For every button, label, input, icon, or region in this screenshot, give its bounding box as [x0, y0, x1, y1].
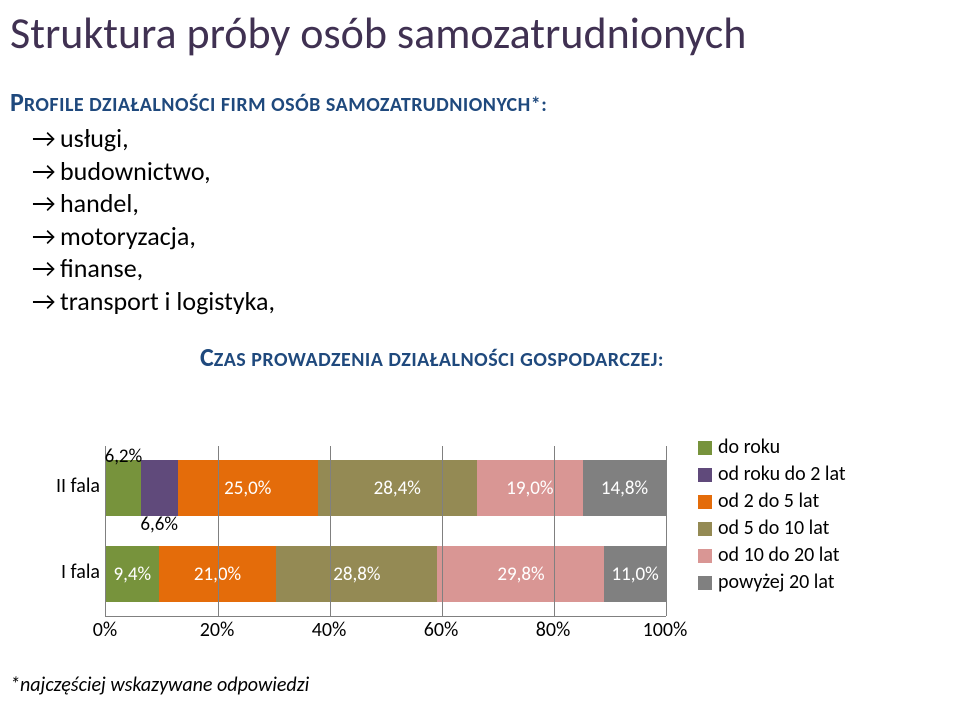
gridline [330, 446, 331, 616]
chart-heading-initial: C [200, 341, 214, 373]
bar-segment: 6,2% [106, 460, 141, 516]
profiles-heading: PROFILE DZIAŁALNOŚCI FIRM OSÓB SAMOZATRU… [10, 86, 959, 118]
legend-label: od 10 do 20 lat [718, 542, 839, 569]
list-item-label: finanse, [60, 252, 143, 284]
legend-label: od roku do 2 lat [718, 461, 846, 488]
list-item-label: motoryzacja, [60, 220, 196, 252]
x-axis-labels: 0%20%40%60%80%100% [105, 618, 665, 642]
gridline [666, 446, 667, 616]
legend-entry: od 2 do 5 lat [698, 488, 846, 515]
arrow-icon: → [32, 285, 60, 318]
bar-row-1: 9,4%21,0%28,8%29,8%11,0% [106, 546, 666, 602]
list-item: →motoryzacja, [60, 220, 959, 253]
bar-segment: 29,8% [437, 546, 604, 602]
legend-label: powyżej 20 lat [718, 569, 834, 596]
bar-row-0: 6,2%6,6% 25,0% 28,4% 19,0% 14,8% [106, 460, 666, 516]
legend: do rokuod roku do 2 latod 2 do 5 latod 5… [698, 434, 846, 596]
bar-value-label: 9,4% [114, 563, 152, 586]
category-label: II fala [10, 474, 100, 498]
bar-value-label: 6,6% [140, 513, 178, 536]
list-item: →finanse, [60, 252, 959, 285]
legend-swatch [698, 468, 712, 482]
arrow-icon: → [32, 187, 60, 220]
legend-swatch [698, 522, 712, 536]
bar-segment: 9,4% [106, 546, 159, 602]
gridline [554, 446, 555, 616]
plot-area: 6,2%6,6%25,0%28,4%19,0%14,8% 9,4%21,0%28… [105, 446, 666, 617]
list-item-label: transport i logistyka, [60, 285, 275, 317]
bar-value-label: 11,0% [612, 563, 659, 586]
bar-segment: 19,0% [477, 460, 583, 516]
x-tick-label: 80% [536, 618, 571, 642]
bar-segment: 28,8% [276, 546, 437, 602]
arrow-icon: → [32, 155, 60, 188]
bar-value-label: 14,8% [601, 477, 648, 500]
legend-swatch [698, 495, 712, 509]
bar-value-label: 28,4% [374, 477, 421, 500]
bar-value-label: 29,8% [497, 563, 544, 586]
legend-entry: od roku do 2 lat [698, 461, 846, 488]
gridline [218, 446, 219, 616]
bar-segment: 25,0% [178, 460, 318, 516]
x-tick-label: 60% [424, 618, 459, 642]
bar-segment: 28,4% [318, 460, 477, 516]
profiles-heading-rest: ROFILE DZIAŁALNOŚCI FIRM OSÓB SAMOZATRUD… [24, 93, 547, 117]
list-item-label: usługi, [60, 122, 129, 154]
bar-segment: 6,6% [141, 460, 178, 516]
list-item: →transport i logistyka, [60, 285, 959, 318]
legend-label: do roku [718, 434, 780, 461]
legend-label: od 2 do 5 lat [718, 488, 819, 515]
arrow-icon: → [32, 220, 60, 253]
legend-entry: do roku [698, 434, 846, 461]
x-tick-label: 40% [312, 618, 347, 642]
x-tick-label: 20% [200, 618, 235, 642]
category-label: I fala [10, 560, 100, 584]
list-item: →handel, [60, 187, 959, 220]
bar-segment: 11,0% [604, 546, 666, 602]
arrow-icon: → [32, 252, 60, 285]
legend-entry: od 5 do 10 lat [698, 515, 846, 542]
legend-swatch [698, 576, 712, 590]
profiles-list: →usługi, →budownictwo, →handel, →motoryz… [60, 122, 959, 317]
chart-heading-rest: ZAS PROWADZENIA DZIAŁALNOŚCI GOSPODARCZE… [214, 348, 664, 372]
arrow-icon: → [32, 122, 60, 155]
legend-entry: od 10 do 20 lat [698, 542, 846, 569]
bar-value-label: 19,0% [506, 477, 553, 500]
legend-swatch [698, 549, 712, 563]
x-tick-label: 100% [643, 618, 688, 642]
bar-value-label: 6,2% [105, 445, 143, 468]
chart: II fala I fala 6,2%6,6%25,0%28,4%19,0%14… [10, 446, 950, 666]
list-item: →usługi, [60, 122, 959, 155]
gridline [442, 446, 443, 616]
list-item-label: handel, [60, 187, 139, 219]
footnote: *najczęściej wskazywane odpowiedzi [10, 673, 309, 697]
bar-segment: 14,8% [583, 460, 666, 516]
x-tick-label: 0% [93, 618, 117, 642]
legend-swatch [698, 441, 712, 455]
list-item-label: budownictwo, [60, 155, 211, 187]
list-item: →budownictwo, [60, 155, 959, 188]
legend-label: od 5 do 10 lat [718, 515, 829, 542]
page-title: Struktura próby osób samozatrudnionych [10, 6, 959, 60]
legend-entry: powyżej 20 lat [698, 569, 846, 596]
bar-value-label: 28,8% [333, 563, 380, 586]
profiles-heading-initial: P [10, 86, 24, 118]
chart-heading: CZAS PROWADZENIA DZIAŁALNOŚCI GOSPODARCZ… [200, 341, 959, 373]
bar-value-label: 25,0% [224, 477, 271, 500]
